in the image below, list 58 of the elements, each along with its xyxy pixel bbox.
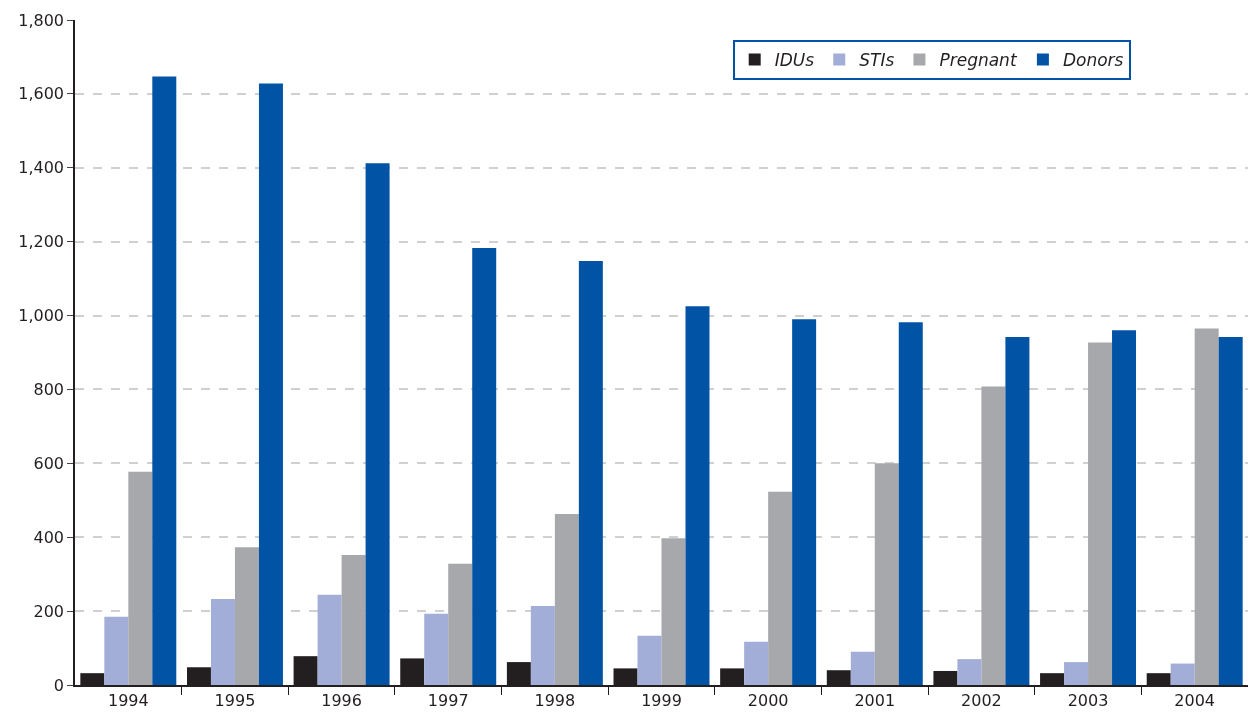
y-tick-label: 1,200 bbox=[18, 232, 65, 252]
bar bbox=[898, 322, 923, 685]
y-tick-label: 1,000 bbox=[18, 306, 65, 326]
bar bbox=[424, 613, 449, 685]
bar bbox=[365, 163, 390, 685]
bar bbox=[554, 513, 579, 685]
x-tick-label: 1994 bbox=[107, 691, 149, 711]
x-tick-label: 2000 bbox=[747, 691, 789, 711]
bar bbox=[578, 260, 603, 685]
bar bbox=[981, 386, 1006, 685]
legend-label: Donors bbox=[1062, 50, 1124, 71]
bar bbox=[874, 463, 899, 685]
x-tick-label: 2003 bbox=[1067, 691, 1109, 711]
bar bbox=[661, 538, 686, 685]
bar bbox=[850, 651, 875, 685]
y-tick-label: 1,400 bbox=[18, 158, 65, 178]
bar bbox=[258, 83, 283, 685]
x-tick-label: 2002 bbox=[961, 691, 1002, 711]
legend-label: STIs bbox=[859, 50, 895, 71]
bar bbox=[1088, 342, 1113, 685]
y-tick-label: 1,600 bbox=[18, 84, 65, 104]
y-tick-label: 200 bbox=[33, 601, 65, 621]
bar bbox=[744, 641, 769, 685]
y-tick-label: 800 bbox=[33, 380, 65, 400]
x-tick-label: 1999 bbox=[641, 691, 682, 711]
bar bbox=[152, 76, 177, 685]
bar bbox=[128, 471, 153, 685]
bar bbox=[210, 598, 235, 685]
x-tick-label: 1997 bbox=[427, 691, 469, 711]
legend-label: IDUs bbox=[774, 50, 815, 71]
bar bbox=[685, 306, 710, 685]
y-tick-label: 400 bbox=[33, 527, 65, 547]
x-tick-label: 1998 bbox=[534, 691, 576, 711]
y-tick-label: 600 bbox=[33, 453, 65, 473]
bar bbox=[1218, 336, 1243, 685]
bar bbox=[530, 605, 555, 685]
bar bbox=[957, 659, 982, 685]
bar bbox=[792, 319, 817, 685]
y-tick-label: 1,800 bbox=[18, 10, 65, 30]
bar bbox=[448, 563, 473, 685]
bar bbox=[472, 247, 497, 685]
bar bbox=[234, 547, 259, 685]
bar bbox=[1064, 662, 1089, 685]
bar bbox=[1005, 336, 1030, 685]
y-tick-label: 0 bbox=[53, 675, 65, 695]
bar bbox=[1170, 663, 1195, 685]
bar bbox=[768, 491, 793, 685]
bar bbox=[104, 616, 129, 685]
x-tick-label: 2001 bbox=[854, 691, 896, 711]
x-tick-label: 2004 bbox=[1174, 691, 1216, 711]
bar bbox=[317, 594, 342, 685]
x-tick-label: 1996 bbox=[321, 691, 362, 711]
legend-label: Pregnant bbox=[939, 50, 1018, 71]
bar bbox=[637, 635, 662, 685]
bar bbox=[341, 554, 366, 685]
bar bbox=[1112, 330, 1137, 685]
x-tick-label: 1995 bbox=[214, 691, 256, 711]
bar bbox=[1194, 328, 1219, 685]
